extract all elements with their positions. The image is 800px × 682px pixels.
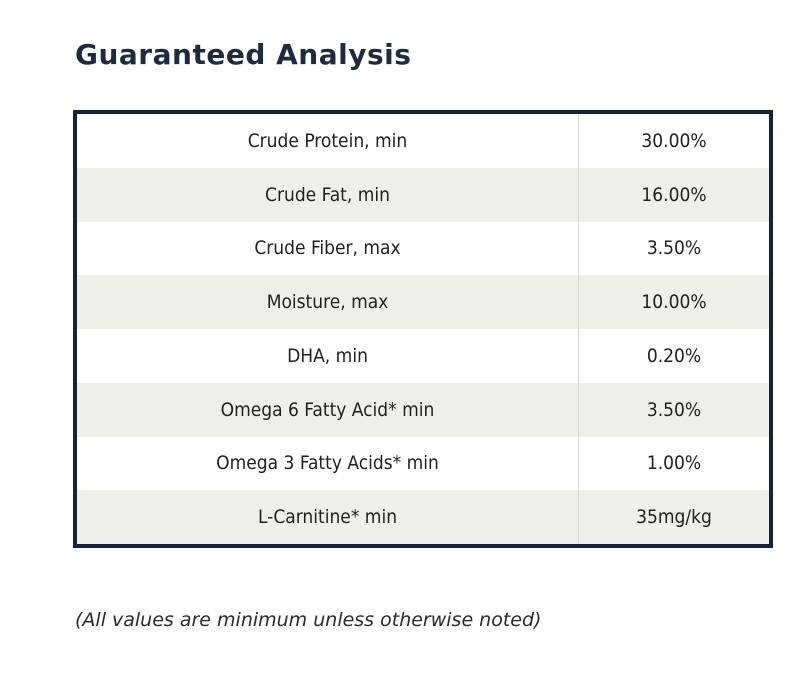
table-row: Crude Protein, min 30.00% — [77, 114, 769, 168]
nutrient-value: 30.00% — [641, 129, 707, 152]
nutrient-name: L-Carnitine* min — [77, 490, 579, 544]
table-row: Omega 3 Fatty Acids* min 1.00% — [77, 436, 769, 491]
table-row: L-Carnitine* min 35mg/kg — [77, 490, 769, 544]
table-row: Moisture, max 10.00% — [77, 275, 769, 329]
nutrient-name: Crude Fat, min — [77, 167, 579, 222]
table-row: Omega 6 Fatty Acid* min 3.50% — [77, 382, 769, 437]
table-row: Crude Fiber, max 3.50% — [77, 221, 769, 276]
nutrient-value: 3.50% — [646, 237, 702, 260]
nutrient-name: Crude Fiber, max — [77, 221, 579, 276]
nutrient-name: Moisture, max — [77, 275, 579, 329]
nutrient-name: Omega 6 Fatty Acid* min — [77, 382, 579, 437]
nutrient-value: 10.00% — [641, 291, 707, 314]
guaranteed-analysis-table: Crude Protein, min 30.00% Crude Fat, min… — [73, 110, 773, 548]
nutrient-value: 0.20% — [646, 344, 702, 367]
table-row: Crude Fat, min 16.00% — [77, 167, 769, 222]
table-row: DHA, min 0.20% — [77, 329, 769, 383]
nutrient-value: 35mg/kg — [636, 506, 712, 529]
nutrient-name: Crude Protein, min — [77, 114, 579, 168]
nutrient-value: 1.00% — [646, 452, 702, 475]
nutrient-name: DHA, min — [77, 329, 579, 383]
page-title: Guaranteed Analysis — [75, 38, 412, 71]
footnote: (All values are minimum unless otherwise… — [75, 609, 542, 631]
nutrient-value: 3.50% — [646, 398, 702, 421]
nutrient-name: Omega 3 Fatty Acids* min — [77, 436, 579, 491]
nutrient-value: 16.00% — [641, 183, 707, 206]
